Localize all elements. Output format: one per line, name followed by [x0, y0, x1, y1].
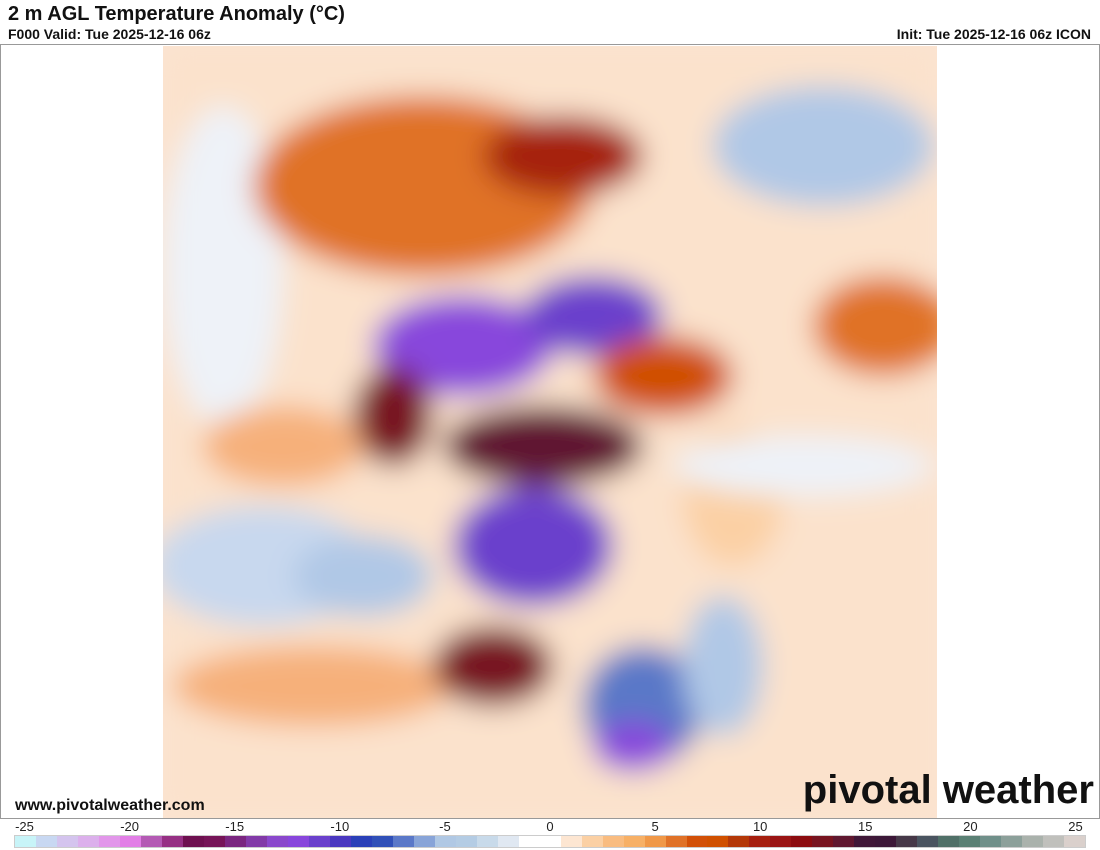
colorbar-tick-label: 0 — [546, 819, 554, 834]
temperature-anomaly-map[interactable] — [163, 46, 937, 818]
colorbar-swatch — [392, 836, 414, 847]
colorbar-tick-label: 10 — [752, 819, 768, 834]
colorbar-swatch — [875, 836, 897, 847]
colorbar-swatch — [665, 836, 687, 847]
colorbar-swatch — [203, 836, 225, 847]
colorbar-swatch — [77, 836, 99, 847]
colorbar-swatch — [224, 836, 246, 847]
colorbar-swatch — [119, 836, 141, 847]
colorbar-swatch — [791, 836, 813, 847]
colorbar-swatch — [854, 836, 876, 847]
colorbar-swatch — [15, 836, 36, 847]
website-url: www.pivotalweather.com — [15, 797, 205, 814]
pivotal-weather-logo: pivotal weather — [802, 768, 1094, 812]
map-title: 2 m AGL Temperature Anomaly (°C) — [8, 3, 345, 25]
colorbar-swatch — [518, 836, 540, 847]
colorbar-swatch — [938, 836, 960, 847]
colorbar-swatch — [896, 836, 918, 847]
colorbar-swatch — [308, 836, 330, 847]
colorbar-swatch — [329, 836, 351, 847]
colorbar-swatch — [245, 836, 267, 847]
colorbar-tick-label: -5 — [439, 819, 451, 834]
colorbar-swatch — [1022, 836, 1044, 847]
colorbar-tick-label: -25 — [15, 819, 34, 834]
colorbar-swatch — [1043, 836, 1065, 847]
colorbar-tick-label: -10 — [330, 819, 350, 834]
colorbar-swatch — [266, 836, 288, 847]
colorbar-swatch — [560, 836, 582, 847]
colorbar-tick-label: -20 — [120, 819, 139, 834]
colorbar-swatch — [749, 836, 771, 847]
colorbar-tick-label: 15 — [858, 819, 873, 834]
colorbar-swatch — [623, 836, 645, 847]
colorbar-swatch — [56, 836, 78, 847]
colorbar-swatch — [959, 836, 981, 847]
colorbar-swatch — [833, 836, 855, 847]
anomaly-field — [163, 46, 937, 818]
colorbar-swatch — [140, 836, 162, 847]
colorbar-tick-label: 25 — [1068, 819, 1083, 834]
colorbar-swatch — [434, 836, 456, 847]
colorbar-swatch — [455, 836, 477, 847]
colorbar-swatch — [917, 836, 939, 847]
colorbar-swatch — [476, 836, 498, 847]
colorbar-swatch — [161, 836, 183, 847]
colorbar-swatch — [1001, 836, 1023, 847]
colorbar-swatch — [371, 836, 393, 847]
colorbar-swatch — [581, 836, 603, 847]
init-time: Init: Tue 2025-12-16 06z ICON — [896, 26, 1091, 42]
colorbar-tick-label: -15 — [225, 819, 245, 834]
colorbar-swatch — [35, 836, 57, 847]
colorbar-swatch — [770, 836, 792, 847]
colorbar-tick-label: 5 — [651, 819, 659, 834]
colorbar-swatch — [707, 836, 729, 847]
colorbar-swatch — [686, 836, 708, 847]
colorbar-swatch — [644, 836, 666, 847]
colorbar-swatch — [413, 836, 435, 847]
colorbar-swatch — [728, 836, 750, 847]
colorbar-swatch — [539, 836, 561, 847]
colorbar — [14, 835, 1086, 848]
colorbar-swatch — [1064, 836, 1086, 847]
colorbar-swatch — [182, 836, 204, 847]
colorbar-swatch — [980, 836, 1002, 847]
colorbar-swatch — [98, 836, 120, 847]
colorbar-swatch — [350, 836, 372, 847]
colorbar-swatch — [602, 836, 624, 847]
colorbar-swatch — [287, 836, 309, 847]
colorbar-tick-label: 20 — [963, 819, 978, 834]
colorbar-swatch — [497, 836, 519, 847]
valid-time: F000 Valid: Tue 2025-12-16 06z — [8, 26, 211, 42]
colorbar-swatch — [812, 836, 834, 847]
